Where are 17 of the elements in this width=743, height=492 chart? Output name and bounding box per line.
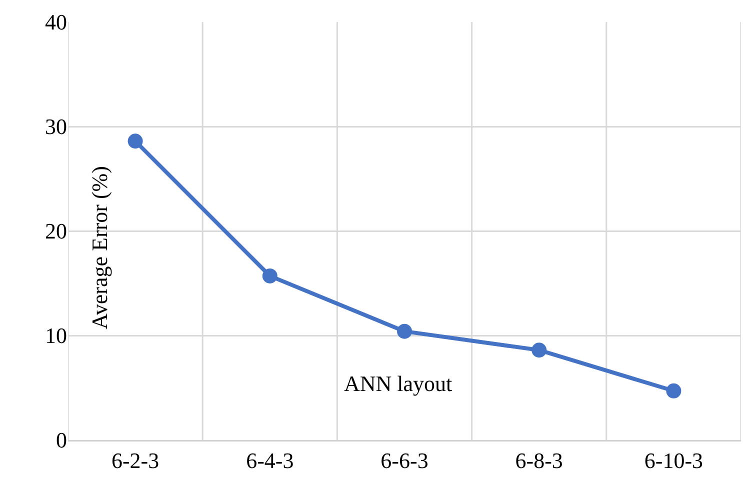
point	[666, 383, 682, 398]
y-tick-label: 40	[45, 10, 67, 35]
point	[397, 324, 412, 339]
y-tick-label: 20	[45, 218, 67, 244]
x-tick-label: 6-10-3	[644, 448, 704, 473]
x-tick-label: 6-8-3	[515, 448, 563, 473]
y-axis-title: Average Error (%)	[86, 166, 112, 330]
x-axis-title: ANN layout	[344, 371, 452, 396]
y-tick-label: 30	[45, 114, 67, 140]
x-tick-label: 6-4-3	[246, 448, 294, 473]
point	[128, 134, 143, 149]
y-tick-label: 10	[45, 323, 67, 348]
point	[262, 268, 278, 284]
x-tick-label: 6-2-3	[111, 448, 160, 473]
y-tick-label: 0	[56, 428, 67, 453]
point	[532, 342, 547, 358]
x-tick-label: 6-6-3	[380, 448, 428, 473]
